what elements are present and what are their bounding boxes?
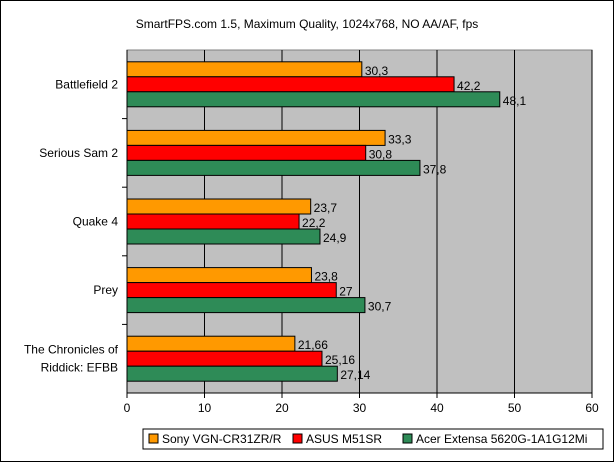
data-label: 30,8 [369, 147, 393, 161]
category-label: Quake 4 [73, 215, 119, 229]
x-tick-label: 40 [430, 401, 444, 415]
data-label: 30,7 [368, 300, 392, 314]
bar [126, 350, 323, 367]
bar [126, 335, 296, 352]
x-tick-label: 30 [353, 401, 367, 415]
data-label: 21,66 [298, 338, 328, 352]
x-tick-label: 0 [124, 401, 131, 415]
x-tick-label: 50 [508, 401, 522, 415]
bar [126, 267, 312, 284]
legend-swatch [148, 433, 159, 444]
data-label: 22,2 [302, 216, 326, 230]
bar [126, 76, 455, 93]
data-label: 27,14 [340, 368, 370, 382]
legend-label: Acer Extensa 5620G-1A1G12Mi [416, 432, 587, 446]
bar [126, 159, 421, 176]
category-label: The Chronicles of [24, 343, 119, 357]
data-label: 23,8 [314, 270, 338, 284]
data-label: 30,3 [365, 64, 389, 78]
legend-box [142, 428, 604, 450]
category-label: Battlefield 2 [55, 77, 118, 91]
bar [126, 213, 300, 230]
bar [126, 297, 366, 314]
data-label: 23,7 [314, 201, 338, 215]
data-label: 25,16 [325, 353, 355, 367]
bar [126, 129, 386, 146]
legend-label: ASUS M51SR [306, 432, 382, 446]
legend-swatch [292, 433, 303, 444]
data-label: 48,1 [503, 94, 527, 108]
data-label: 37,8 [423, 162, 447, 176]
legend-label: Sony VGN-CR31ZR/R [162, 432, 282, 446]
chart-title: SmartFPS.com 1.5, Maximum Quality, 1024x… [136, 17, 479, 31]
category-label: Riddick: EFBB [41, 361, 118, 375]
bar [126, 144, 367, 161]
x-tick-label: 60 [585, 401, 599, 415]
data-label: 27 [339, 285, 353, 299]
data-label: 24,9 [323, 231, 347, 245]
data-label: 33,3 [388, 132, 412, 146]
bar [126, 61, 363, 78]
bar [126, 198, 312, 215]
legend-swatch [402, 433, 413, 444]
bar [126, 282, 337, 299]
x-tick-label: 20 [275, 401, 289, 415]
bar [126, 365, 338, 382]
bar [126, 91, 501, 108]
bar [126, 228, 321, 245]
category-label: Serious Sam 2 [39, 146, 118, 160]
data-label: 42,2 [457, 79, 481, 93]
category-label: Prey [93, 283, 118, 297]
x-tick-label: 10 [198, 401, 212, 415]
